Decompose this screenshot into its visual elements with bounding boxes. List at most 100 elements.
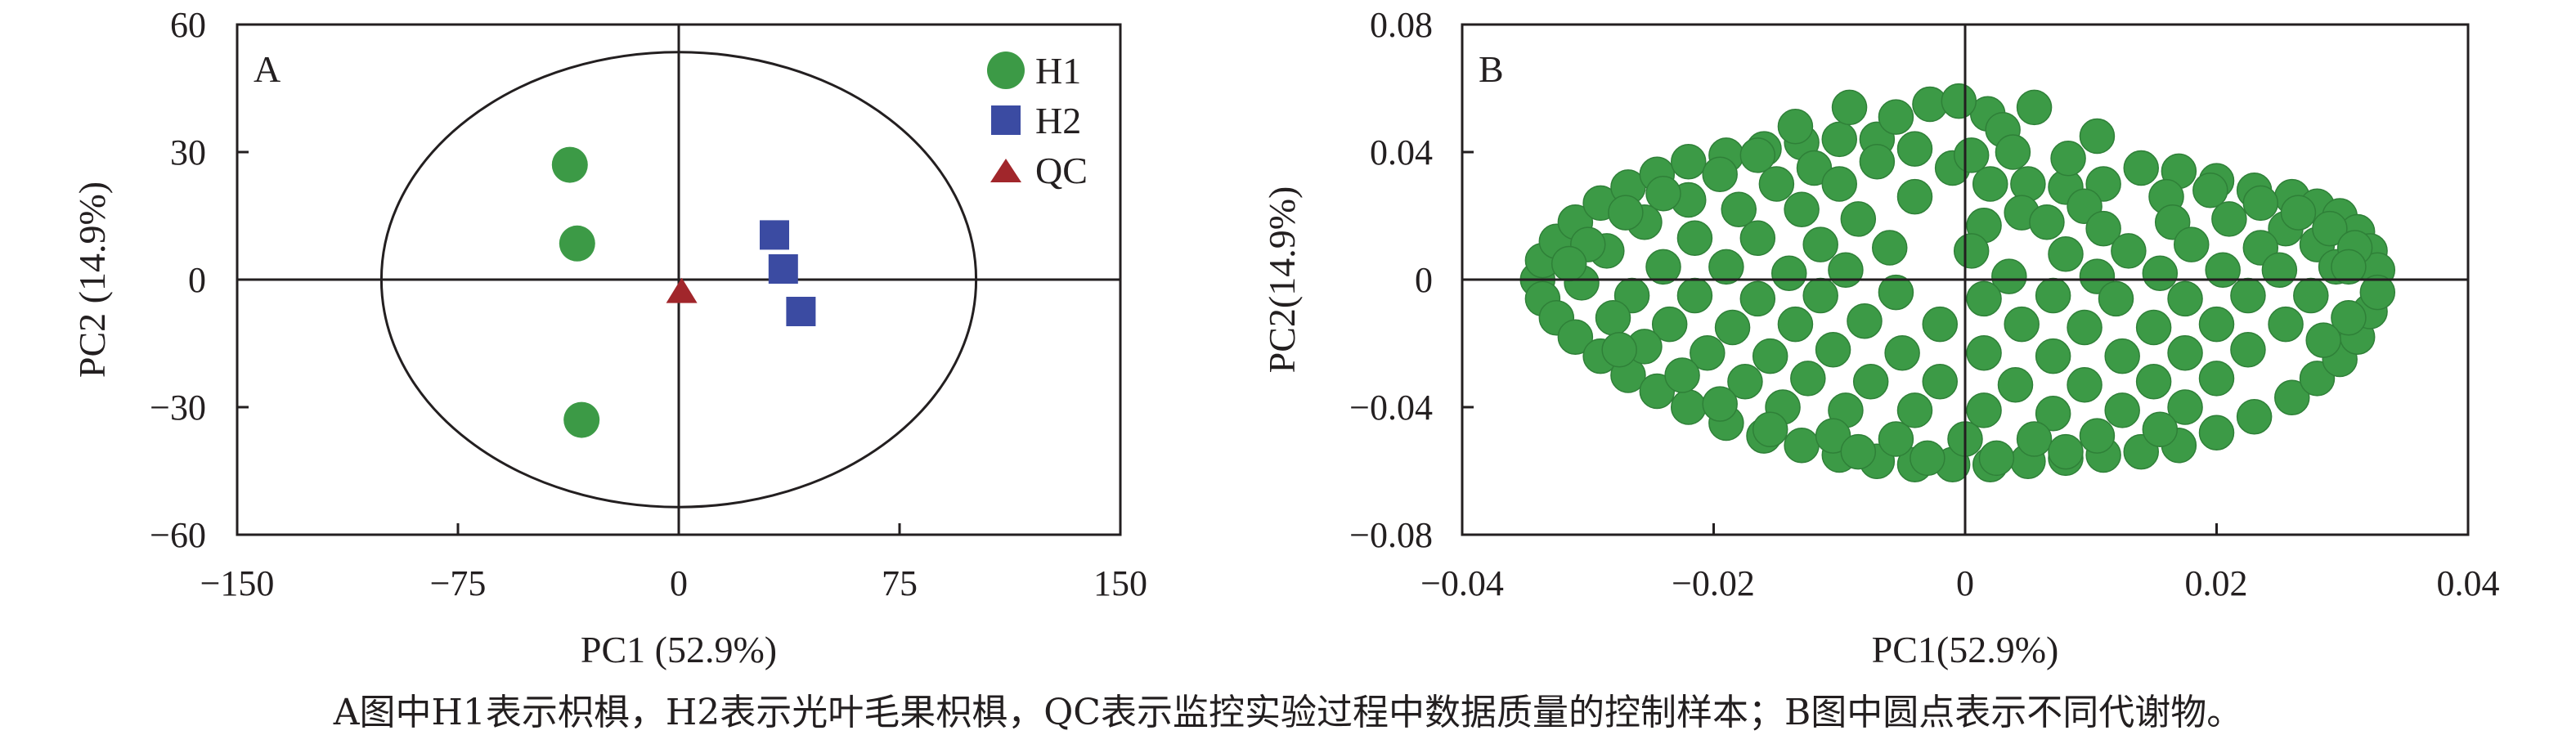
panel-a-data-layer [236, 23, 1122, 536]
legend-h1-label: H1 [1035, 50, 1081, 92]
metabolite-point [2048, 433, 2084, 470]
metabolite-point [2085, 210, 2121, 247]
legend-h2-swatch [991, 105, 1021, 135]
metabolite-point [2016, 89, 2053, 126]
panel-a-x-tick-labels: −150 −75 0 75 150 [200, 563, 1147, 603]
metabolite-point [2167, 389, 2203, 425]
panel-a-x-tick-label: 75 [882, 563, 918, 603]
h2-point [760, 220, 789, 250]
panel-b-y-tick-label: −0.08 [1349, 515, 1433, 555]
metabolite-point [2135, 309, 2172, 346]
metabolite-point [1702, 156, 1738, 193]
legend-h2-label: H2 [1035, 100, 1081, 141]
metabolite-point [1953, 233, 1990, 269]
legend-h1-swatch [987, 52, 1025, 89]
panel-b-y-tick-label: 0.04 [1370, 132, 1433, 173]
metabolite-point [1784, 191, 1820, 227]
metabolite-point [2293, 277, 2329, 314]
metabolite-point [1821, 166, 1857, 202]
panel-a-y-tick-label: 30 [170, 132, 206, 173]
panel-b-y-tick-label: 0.08 [1370, 5, 1433, 45]
metabolite-point [1966, 392, 2002, 428]
panel-b-x-tick-label: 0 [1956, 563, 1974, 603]
metabolite-point [1840, 201, 1877, 237]
metabolite-point [1777, 306, 1814, 343]
panel-b-x-tick-label: 0.02 [2185, 563, 2248, 603]
metabolite-point [1995, 134, 2031, 170]
metabolite-point [1896, 392, 1933, 428]
metabolite-point [2261, 252, 2298, 289]
metabolite-point [1708, 249, 1744, 285]
metabolite-point [2079, 118, 2116, 155]
metabolite-point [2167, 280, 2203, 317]
metabolite-point [1884, 334, 1920, 371]
panel-b-y-tick-label: 0 [1415, 260, 1433, 300]
metabolite-point [1815, 332, 1851, 368]
metabolite-point [2305, 322, 2341, 358]
metabolite-point [1922, 364, 1958, 400]
panel-b-x-tick-labels: −0.04 −0.02 0 0.02 0.04 [1420, 563, 2499, 603]
metabolite-point [1997, 366, 2034, 403]
metabolite-point [2067, 366, 2103, 403]
metabolite-point [1941, 83, 1977, 119]
panel-a-y-axis-title: PC2 (14.9%) [71, 182, 113, 378]
panel-b-data-layer [1461, 23, 2470, 536]
metabolite-point [2331, 300, 2367, 336]
panel-a-x-tick-label: 0 [670, 563, 688, 603]
metabolite-point [2242, 185, 2279, 222]
metabolite-point [1978, 440, 2015, 477]
metabolite-point [1878, 99, 1914, 135]
panel-b-letter: B [1479, 48, 1504, 90]
panel-a-y-tick-labels: 60 30 0 −30 −60 [150, 5, 206, 555]
metabolite-point [2050, 141, 2086, 177]
metabolite-point [1651, 306, 1688, 343]
metabolite-point [1739, 220, 1776, 257]
metabolite-point [2205, 252, 2241, 289]
metabolite-point [1676, 220, 1713, 257]
metabolite-point [2198, 415, 2235, 450]
metabolite-point [2268, 306, 2304, 343]
metabolite-point [1721, 191, 1757, 227]
panel-a-y-tick-label: 60 [170, 5, 206, 45]
metabolite-point [1828, 252, 1864, 289]
metabolite-point [1777, 109, 1814, 145]
metabolite-point [2312, 210, 2348, 247]
metabolite-point [1796, 150, 1833, 186]
metabolite-point [1639, 373, 1676, 410]
qc-point [666, 277, 698, 303]
metabolite-point [2135, 364, 2172, 400]
panel-a-y-tick-label: −30 [150, 388, 206, 428]
metabolite-point [1645, 175, 1681, 212]
panel-b-y-axis-title: PC2(14.9%) [1261, 186, 1303, 374]
metabolite-point [1595, 300, 1631, 336]
metabolite-point [1671, 389, 1707, 425]
metabolite-point [1953, 137, 1990, 173]
metabolite-point [2230, 277, 2266, 314]
metabolite-point [2236, 398, 2273, 435]
metabolite-point [2048, 236, 2084, 272]
metabolite-point [2174, 226, 2210, 262]
metabolite-point [1878, 421, 1914, 457]
metabolite-point [1608, 195, 1644, 231]
figure-caption: A图中H1表示枳椇，H2表示光叶毛果枳椇，QC表示监控实验过程中数据质量的控制样… [333, 692, 2243, 733]
metabolite-point [1896, 178, 1933, 215]
metabolite-point [1821, 121, 1857, 158]
metabolite-point [1966, 280, 2002, 317]
metabolite-point [2359, 274, 2396, 311]
metabolite-point [1859, 143, 1896, 180]
metabolite-point [2280, 195, 2317, 231]
h1-point [559, 225, 595, 262]
panel-b-y-tick-labels: 0.08 0.04 0 −0.04 −0.08 [1349, 5, 1433, 555]
metabolite-point [1872, 230, 1908, 266]
h2-point [768, 254, 798, 284]
metabolite-point [2111, 233, 2147, 269]
legend-qc-swatch [990, 159, 1021, 182]
panel-a-legend: H1 H2 QC [987, 50, 1088, 191]
panel-a-y-tick-label: 0 [188, 260, 206, 300]
metabolite-point [1784, 428, 1820, 464]
metabolite-point [2198, 306, 2235, 343]
panel-a-x-tick-label: −75 [430, 563, 487, 603]
metabolite-point [1645, 249, 1681, 285]
metabolite-point [1831, 89, 1868, 126]
metabolite-point [1714, 309, 1751, 346]
